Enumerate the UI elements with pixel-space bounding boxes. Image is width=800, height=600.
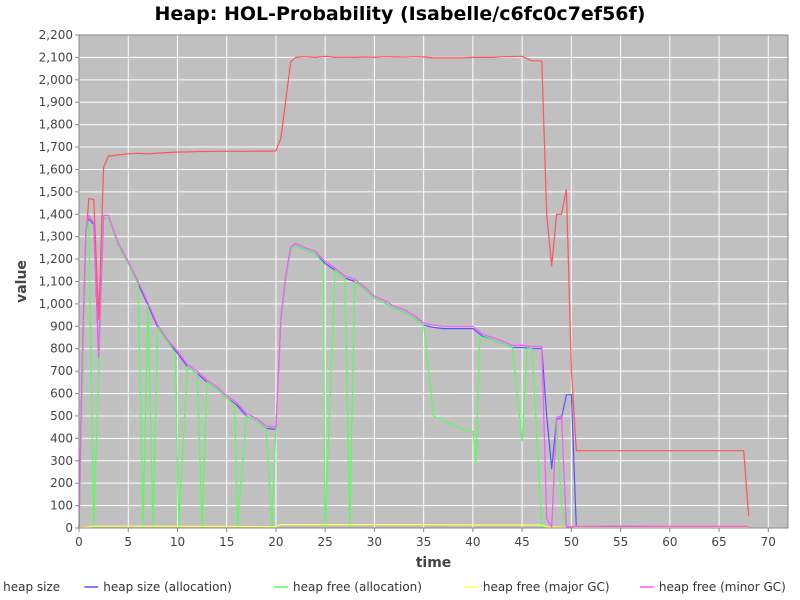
y-tick-label: 1,400 [39, 207, 73, 221]
y-axis: 0 100 200 300 400 500 600 700 800 900 1,000 1,100 1,… [39, 28, 79, 535]
x-tick-label: 50 [564, 535, 579, 549]
y-tick-label: 1,000 [39, 297, 73, 311]
y-tick-label: 1,200 [39, 252, 73, 266]
x-tick-label: 45 [514, 535, 529, 549]
y-tick-label: 1,500 [39, 185, 73, 199]
y-tick-label: 1,600 [39, 162, 73, 176]
series-line-0 [78, 55, 750, 529]
y-tick-label: 800 [50, 342, 73, 356]
y-tick-label: 1,700 [39, 140, 73, 154]
y-tick-label: 1,100 [39, 275, 73, 289]
y-tick-label: 1,300 [39, 230, 73, 244]
x-tick-label: 20 [268, 535, 283, 549]
y-tick-label: 900 [50, 319, 73, 333]
legend-label-0: heap size [3, 580, 60, 594]
y-tick-label: 2,000 [39, 73, 73, 87]
series-line-2 [78, 217, 749, 529]
y-tick-label: 700 [50, 364, 73, 378]
series-line-4 [78, 214, 749, 529]
x-tick-label: 55 [613, 535, 628, 549]
y-tick-label: 200 [50, 476, 73, 490]
y-axis-label: value [14, 260, 30, 303]
y-tick-label: 400 [50, 431, 73, 445]
x-tick-label: 0 [75, 535, 83, 549]
y-tick-label: 100 [50, 499, 73, 513]
y-tick-label: 2,100 [39, 50, 73, 64]
y-tick-label: 500 [50, 409, 73, 423]
chart-title: Heap: HOL-Probability (Isabelle/c6fc0c7e… [155, 3, 646, 25]
x-tick-label: 65 [711, 535, 726, 549]
legend-label-1: heap size (allocation) [103, 580, 232, 594]
x-tick-label: 70 [761, 535, 776, 549]
legend: heap size heap size (allocation) heap free… [3, 580, 786, 594]
y-tick-label: 2,200 [39, 28, 73, 42]
x-tick-label: 30 [367, 535, 382, 549]
x-axis-label: time [416, 555, 452, 571]
x-tick-label: 10 [170, 535, 185, 549]
x-tick-label: 60 [662, 535, 677, 549]
x-tick-label: 35 [416, 535, 431, 549]
legend-label-4: heap free (minor GC) [659, 580, 786, 594]
x-tick-label: 15 [219, 535, 234, 549]
y-tick-label: 0 [65, 521, 73, 535]
x-tick-label: 25 [318, 535, 333, 549]
y-tick-label: 1,800 [39, 118, 73, 132]
legend-label-2: heap free (allocation) [293, 580, 422, 594]
x-tick-label: 40 [465, 535, 480, 549]
legend-label-3: heap free (major GC) [483, 580, 610, 594]
x-axis: 0 5 10 15 20 25 30 35 40 45 50 55 60 65 70 [75, 528, 776, 549]
y-tick-label: 300 [50, 454, 73, 468]
y-tick-label: 1,900 [39, 95, 73, 109]
y-tick-label: 600 [50, 387, 73, 401]
x-tick-label: 5 [124, 535, 132, 549]
